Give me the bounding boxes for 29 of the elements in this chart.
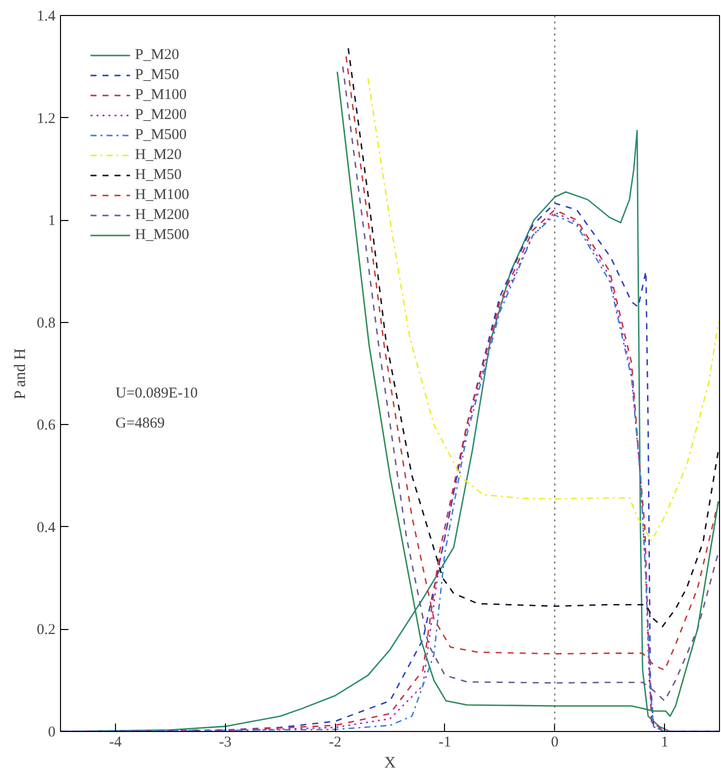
legend-label: H_M200 [135, 206, 190, 224]
legend-label: H_M500 [135, 226, 190, 244]
y-tick-label: 1.2 [36, 110, 56, 127]
x-tick-label: 1 [660, 734, 668, 750]
y-tick-label: 0.4 [36, 520, 56, 536]
annotation: G=4869 [116, 416, 165, 432]
x-tick-label: -3 [219, 734, 232, 750]
x-tick-label: -4 [109, 734, 122, 750]
annotation: U=0.089E-10 [116, 386, 198, 402]
legend-label: P_M200 [135, 106, 187, 124]
y-tick-label: 0.8 [36, 315, 56, 332]
x-axis-title: X [384, 754, 396, 772]
y-tick-label: 0.2 [36, 622, 56, 638]
y-tick-label: 0.6 [36, 418, 56, 434]
legend-label: H_M20 [135, 146, 182, 164]
legend-label: P_M50 [135, 66, 180, 84]
y-axis-title: P and H [12, 348, 29, 400]
x-tick-label: -1 [438, 734, 452, 750]
x-tick-label: -2 [328, 734, 342, 750]
legend-label: P_M100 [135, 86, 187, 104]
y-tick-label: 1.4 [36, 8, 56, 24]
legend-label: H_M50 [135, 166, 182, 184]
legend-label: P_M20 [135, 46, 180, 64]
y-tick-label: 1 [48, 213, 56, 230]
line-series [367, 78, 720, 542]
y-tick-label: 0 [48, 724, 56, 740]
legend-label: P_M500 [135, 126, 187, 144]
legend-label: H_M100 [135, 186, 190, 204]
x-tick-label: 0 [551, 734, 558, 750]
